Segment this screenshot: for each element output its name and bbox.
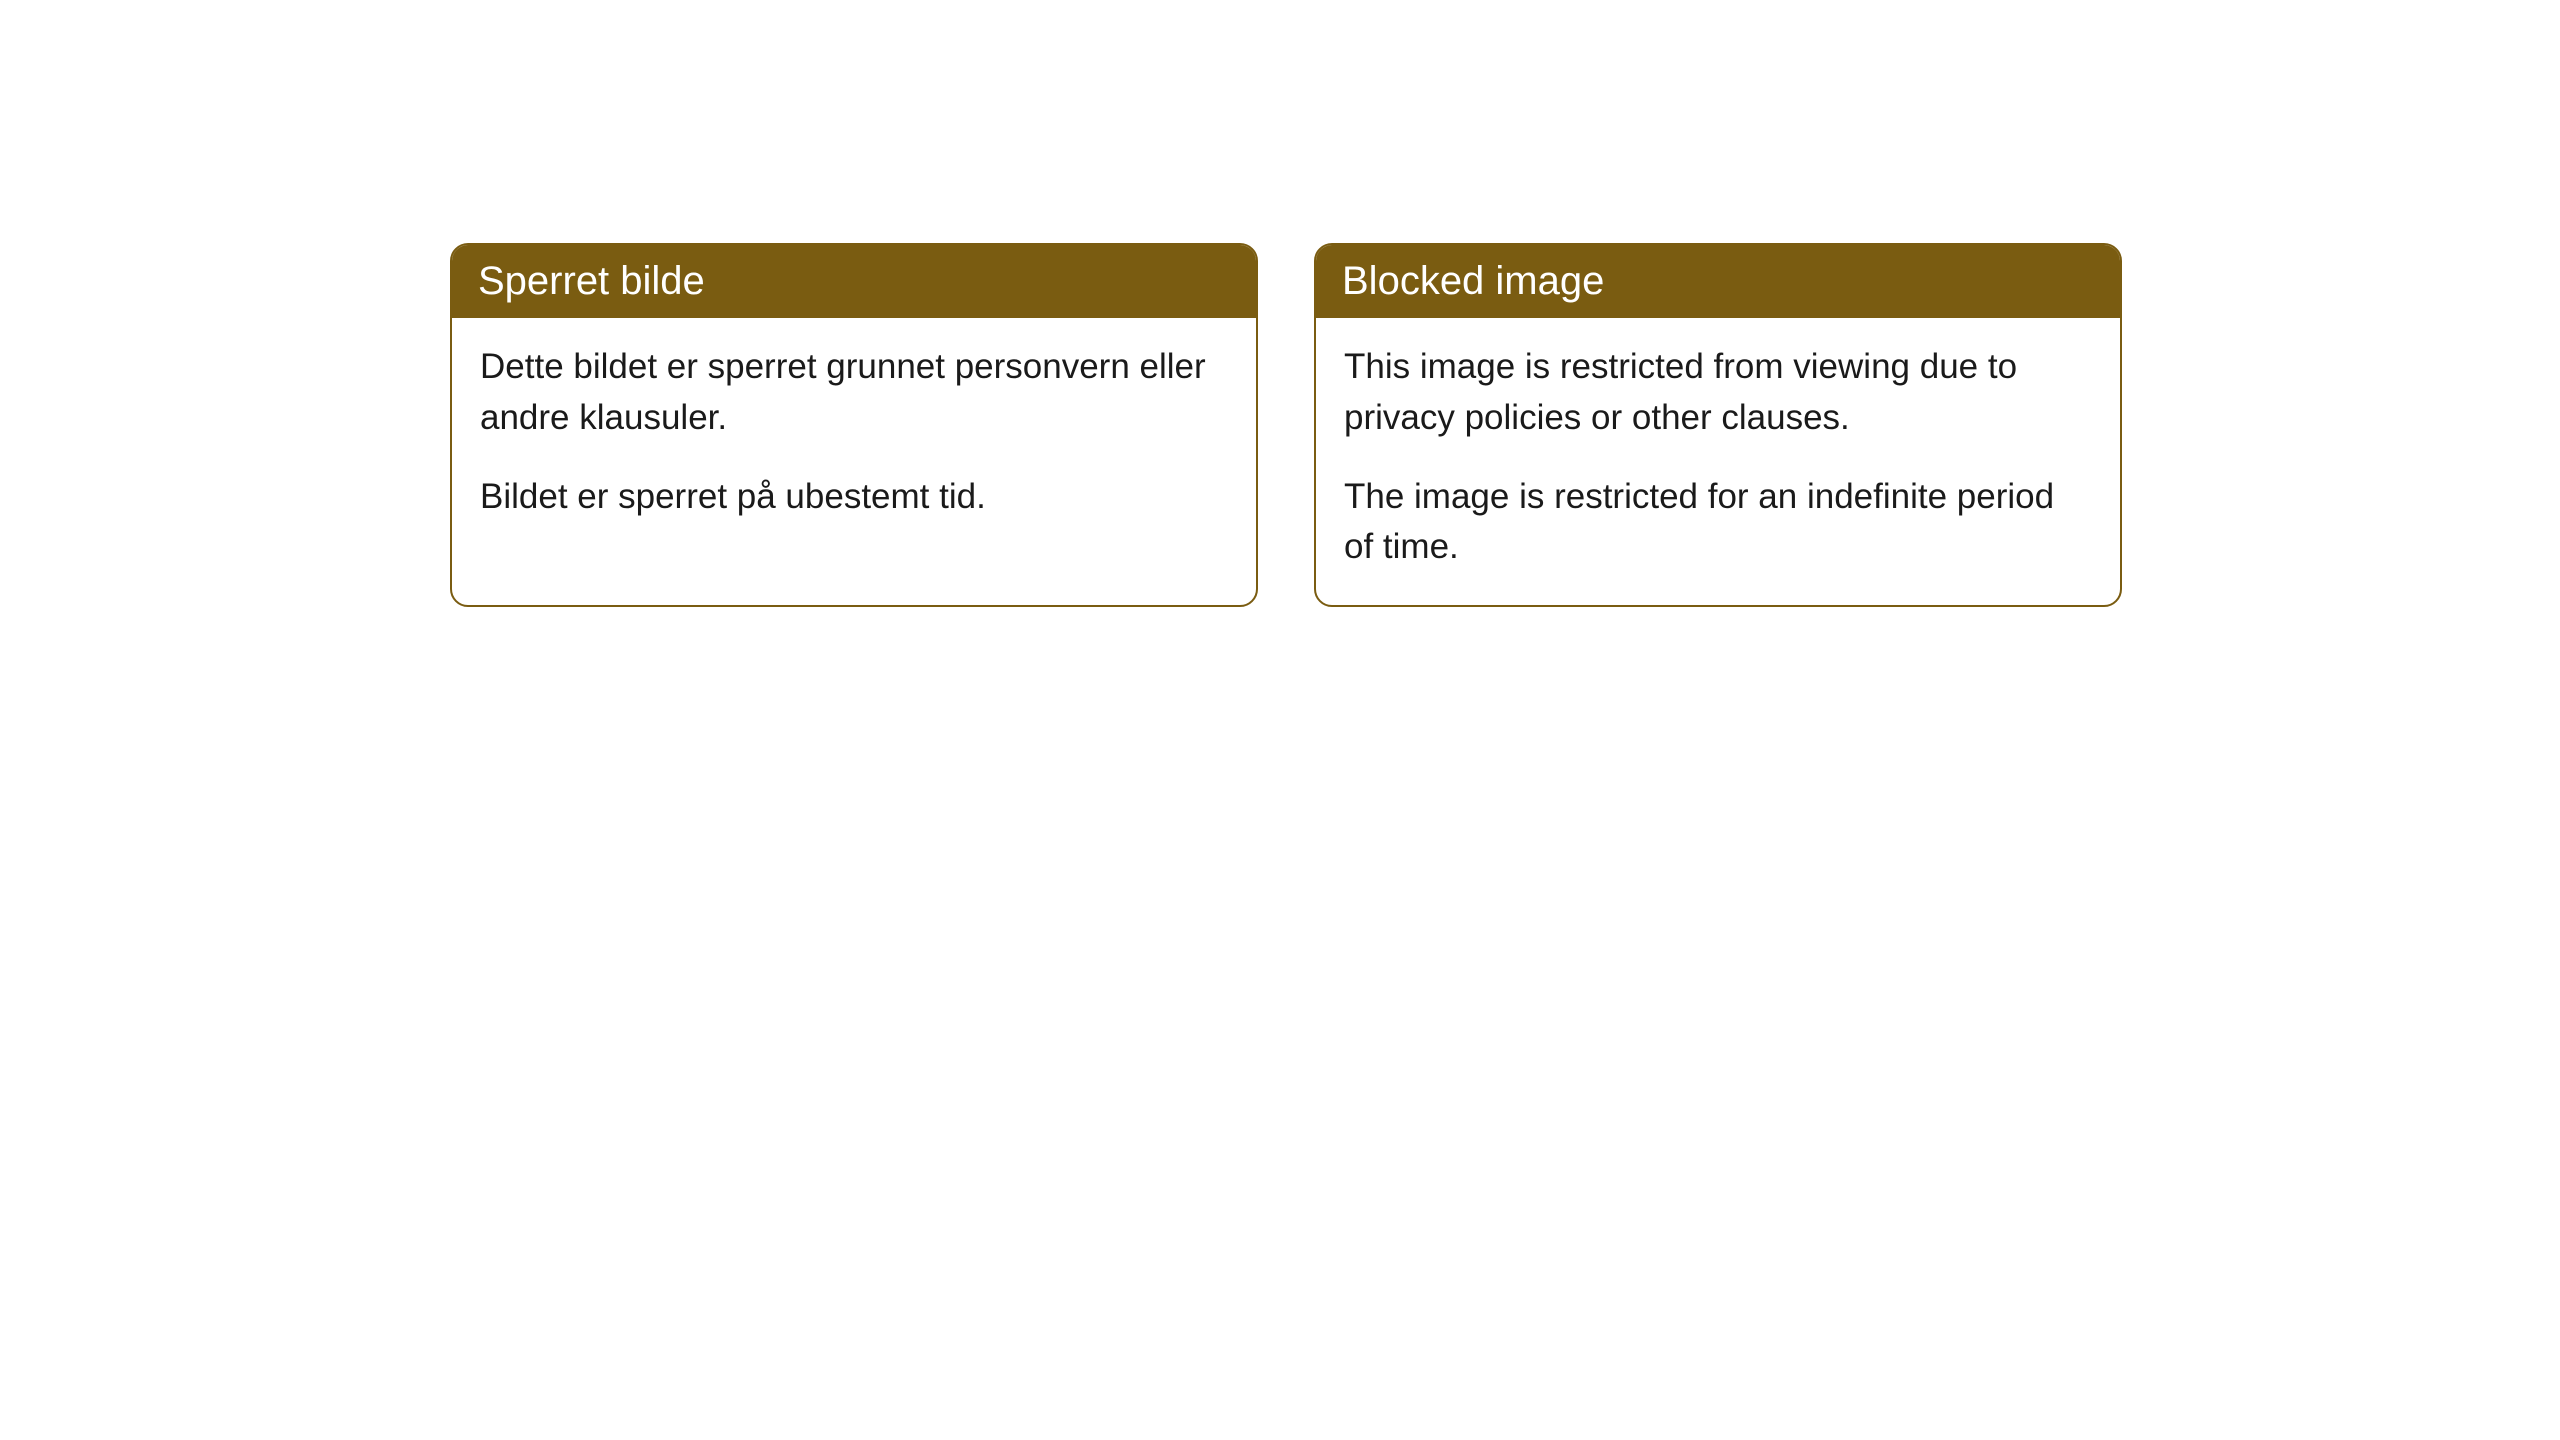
card-paragraph: Dette bildet er sperret grunnet personve… (480, 342, 1228, 444)
card-paragraph: The image is restricted for an indefinit… (1344, 472, 2092, 574)
notice-card-norwegian: Sperret bilde Dette bildet er sperret gr… (450, 243, 1258, 607)
card-title: Blocked image (1342, 259, 1604, 303)
notice-cards-container: Sperret bilde Dette bildet er sperret gr… (450, 243, 2560, 607)
card-body: Dette bildet er sperret grunnet personve… (452, 318, 1256, 554)
notice-card-english: Blocked image This image is restricted f… (1314, 243, 2122, 607)
card-body: This image is restricted from viewing du… (1316, 318, 2120, 605)
card-header: Sperret bilde (452, 245, 1256, 318)
card-paragraph: This image is restricted from viewing du… (1344, 342, 2092, 444)
card-title: Sperret bilde (478, 259, 705, 303)
card-paragraph: Bildet er sperret på ubestemt tid. (480, 472, 1228, 523)
card-header: Blocked image (1316, 245, 2120, 318)
